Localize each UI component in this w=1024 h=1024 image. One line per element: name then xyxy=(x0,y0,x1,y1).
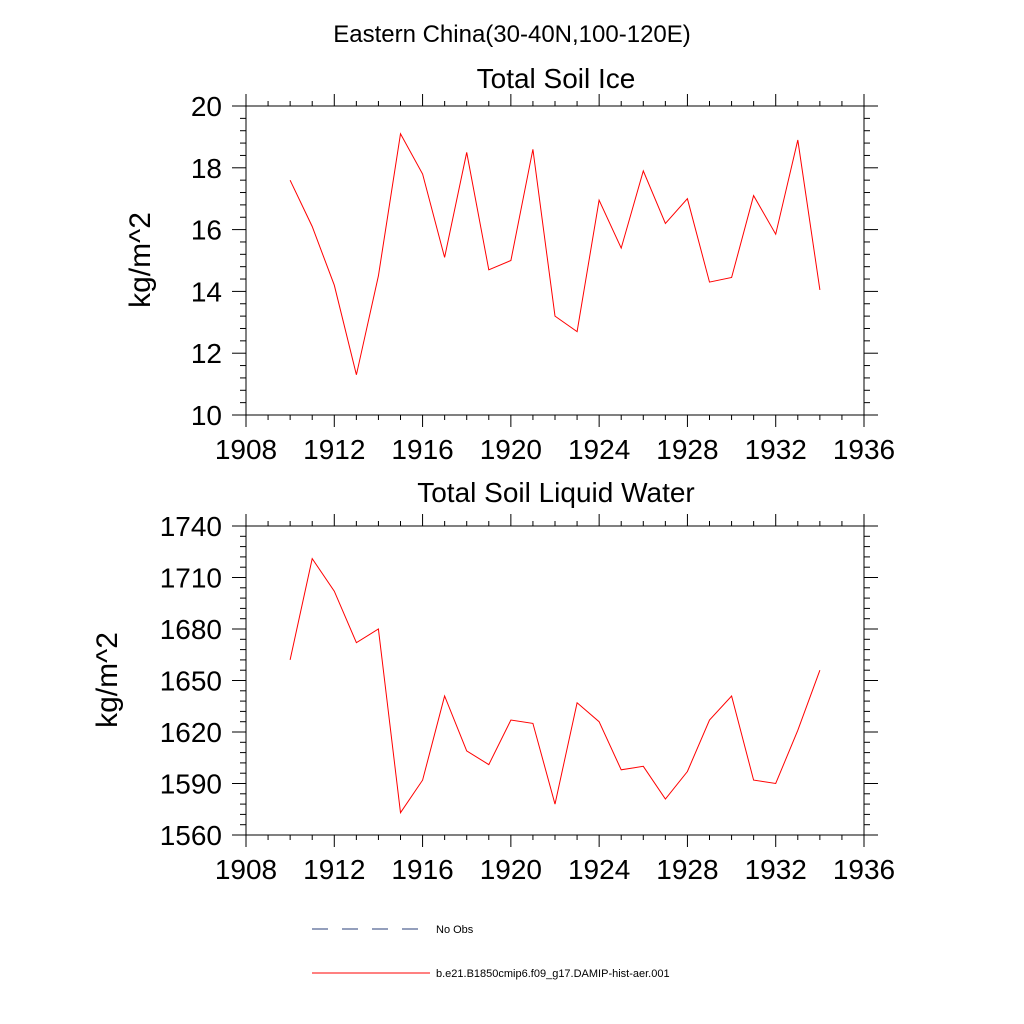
x-tick-label: 1908 xyxy=(215,434,277,465)
x-tick-label: 1932 xyxy=(745,854,807,885)
y-axis-label-soil-liquid-water: kg/m^2 xyxy=(91,632,124,728)
y-tick-label: 20 xyxy=(191,91,222,122)
y-tick-label: 1650 xyxy=(160,666,222,697)
x-tick-label: 1928 xyxy=(656,434,718,465)
x-tick-label: 1932 xyxy=(745,434,807,465)
x-tick-label: 1920 xyxy=(480,434,542,465)
panel-soil-ice: Total Soil Ice kg/m^2 1908 1912 1916 1920 19… xyxy=(124,63,895,465)
y-tick-label: 1710 xyxy=(160,563,222,594)
y-tick-label: 1560 xyxy=(160,820,222,851)
x-tick-label: 1912 xyxy=(303,854,365,885)
y-tick-label: 10 xyxy=(191,400,222,431)
plot-frame-soil-ice xyxy=(245,105,865,416)
series-line xyxy=(289,557,821,815)
legend: No Obs b.e21.B1850cmip6.f09_g17.DAMIP-hi… xyxy=(312,924,670,980)
series-line xyxy=(289,132,821,375)
legend-label-model-run: b.e21.B1850cmip6.f09_g17.DAMIP-hist-aer.… xyxy=(436,968,670,980)
y-axis-label-soil-ice: kg/m^2 xyxy=(124,212,157,308)
x-tick-label: 1920 xyxy=(480,854,542,885)
series-lines-soil-liquid-water xyxy=(289,557,821,815)
x-tick-label: 1936 xyxy=(833,434,895,465)
y-tick-label: 14 xyxy=(191,276,222,307)
y-tick-label: 16 xyxy=(191,215,222,246)
figure-title: Eastern China(30-40N,100-120E) xyxy=(333,21,691,48)
panel-title-soil-liquid-water: Total Soil Liquid Water xyxy=(417,477,695,508)
x-tick-label: 1936 xyxy=(833,854,895,885)
y-tick-label: 18 xyxy=(191,153,222,184)
x-tick-label: 1916 xyxy=(391,434,453,465)
y-tick-label: 1740 xyxy=(160,511,222,542)
x-tick-label: 1924 xyxy=(568,434,630,465)
y-tick-label: 12 xyxy=(191,338,222,369)
panel-title-soil-ice: Total Soil Ice xyxy=(477,63,636,94)
x-tick-label: 1912 xyxy=(303,434,365,465)
panel-soil-liquid-water: Total Soil Liquid Water kg/m^2 1908 1912 1… xyxy=(91,477,895,885)
x-tick-label: 1928 xyxy=(656,854,718,885)
plot-frame-soil-liquid-water xyxy=(245,525,865,836)
axes-soil-ice: 1908 1912 1916 1920 1924 1928 1932 1936 10 12 14 16… xyxy=(191,91,895,465)
x-tick-label: 1916 xyxy=(391,854,453,885)
axes-soil-liquid-water: 1908 1912 1916 1920 1924 1928 1932 1936 1560 1590… xyxy=(160,511,895,885)
y-tick-label: 1590 xyxy=(160,769,222,800)
x-tick-label: 1924 xyxy=(568,854,630,885)
y-tick-label: 1680 xyxy=(160,614,222,645)
series-lines-soil-ice xyxy=(289,132,821,375)
legend-label-no-obs: No Obs xyxy=(436,924,474,936)
x-tick-label: 1908 xyxy=(215,854,277,885)
y-tick-label: 1620 xyxy=(160,717,222,748)
